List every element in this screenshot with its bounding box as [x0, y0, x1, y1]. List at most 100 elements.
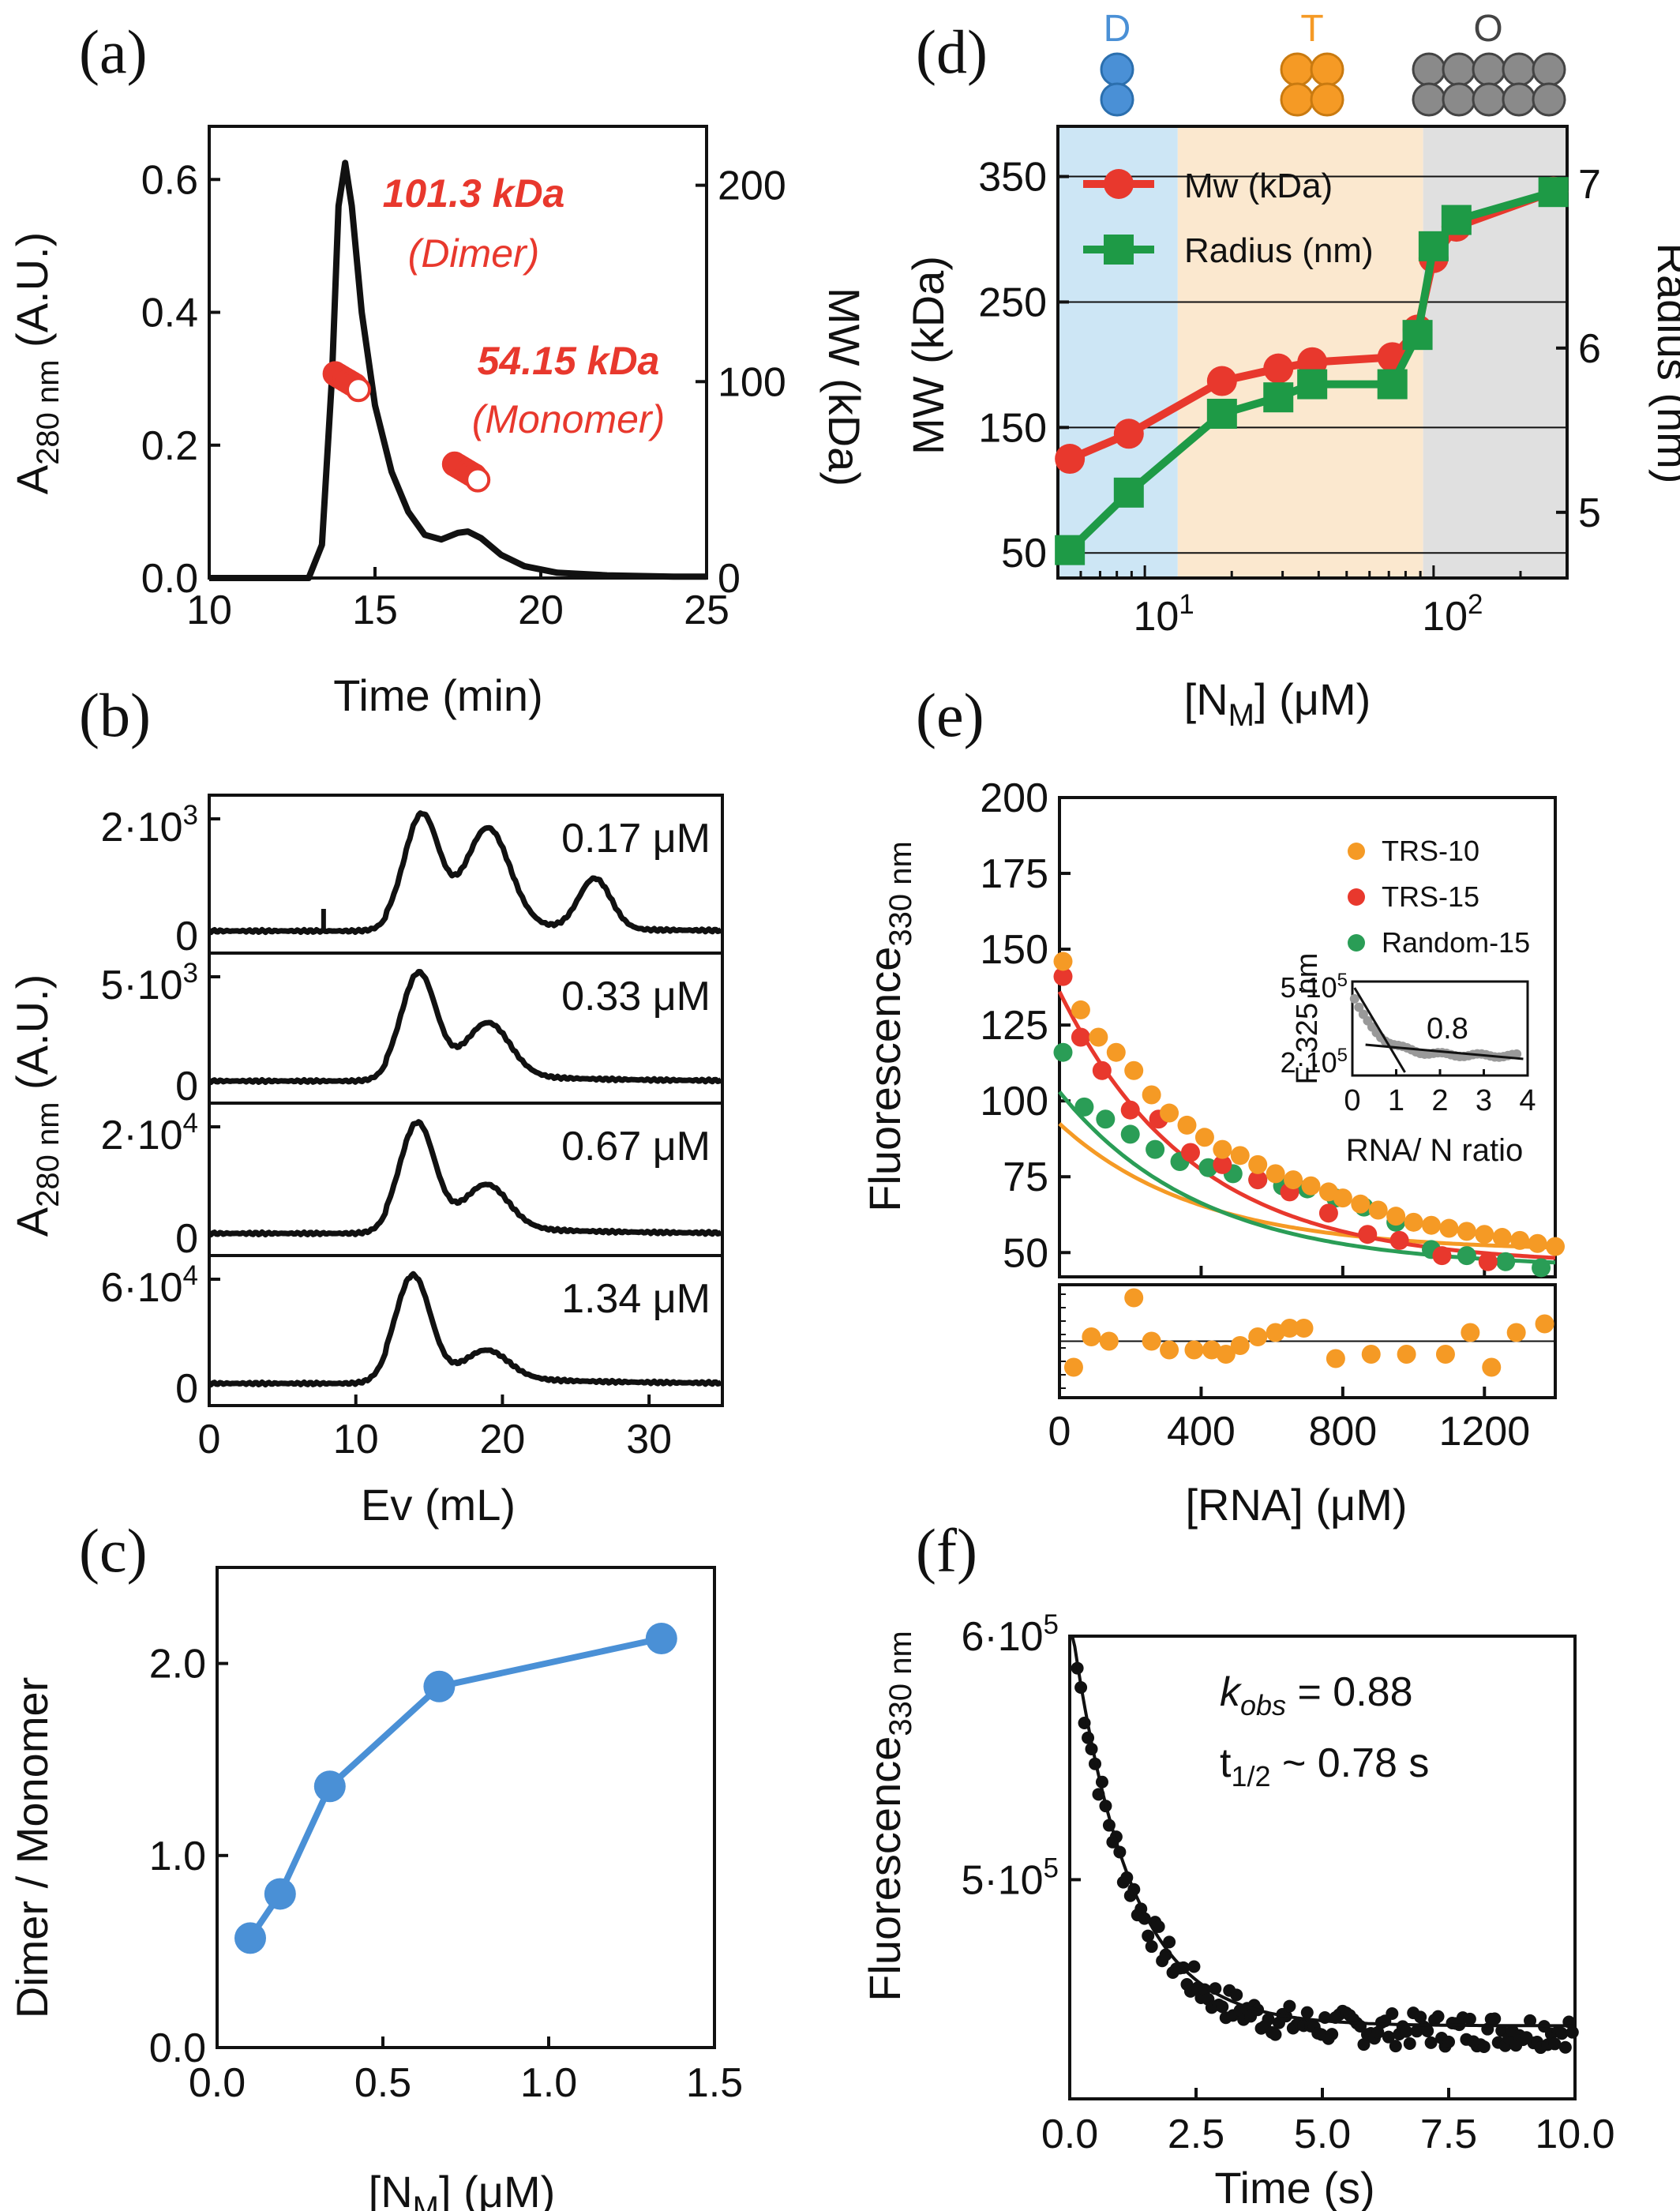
- panel-label-f: (f): [916, 1516, 977, 1585]
- d-mw-point: [1055, 444, 1086, 475]
- f-ytick-label-exp: 5: [1044, 1609, 1059, 1640]
- e-inset-ytick-top: 5·105: [1281, 970, 1348, 1004]
- d-icon-oligomer-sphere: [1472, 52, 1506, 87]
- f-ytick-label: 5·105: [961, 1853, 1059, 1903]
- e-legend-trs10: TRS-10: [1382, 835, 1479, 867]
- e-point: [1177, 1115, 1197, 1135]
- e-resid-point: [1124, 1288, 1144, 1308]
- d-icon-oligomer-sphere: [1442, 52, 1476, 87]
- c-point: [264, 1878, 296, 1910]
- e-inset-point: [1354, 1002, 1364, 1012]
- e-point: [1096, 1109, 1116, 1129]
- e-ytick-label: 125: [980, 1003, 1048, 1049]
- e-point: [1284, 1170, 1303, 1190]
- f-point: [1421, 2024, 1434, 2037]
- e-resid-point: [1142, 1331, 1161, 1351]
- f-point: [1386, 2007, 1399, 2021]
- e-inset-xtick-label: 2: [1431, 1084, 1448, 1117]
- c-xtick-label: 0.0: [189, 2060, 246, 2106]
- e-point: [1475, 1225, 1494, 1244]
- b-ytick-zero: 0: [175, 1064, 198, 1109]
- d-y2tick-label: 6: [1578, 326, 1601, 372]
- e-frame: [1058, 796, 1557, 1278]
- b-conc-label: 0.17 μM: [561, 816, 711, 862]
- d-xlabel: [NM] (μM): [1184, 674, 1371, 733]
- d-icon-oligomer-sphere: [1442, 82, 1476, 117]
- f-point: [1187, 1960, 1201, 1973]
- e-inset-ytick-bottom: 2·105: [1281, 1045, 1348, 1079]
- e-legend-random15: Random-15: [1382, 926, 1530, 959]
- a-xtick-label: 10: [186, 587, 232, 633]
- d-y2tick-label: 5: [1578, 490, 1601, 536]
- e-xtick-label: 400: [1167, 1409, 1236, 1455]
- e-point: [1089, 1027, 1108, 1047]
- e-point: [1318, 1182, 1338, 1202]
- f-point: [1198, 1983, 1211, 1996]
- e-point: [1358, 1225, 1378, 1244]
- b-xtick-label: 0: [198, 1417, 221, 1462]
- a-ann-dimer-mass: 101.3 kDa: [383, 171, 565, 216]
- d-radius-point: [1418, 231, 1449, 261]
- d-ytick-label: 50: [1001, 531, 1047, 576]
- e-inset-xlabel: RNA/ N ratio: [1346, 1133, 1524, 1168]
- panel-label-b: (b): [79, 681, 151, 749]
- e-inset-xtick-label: 3: [1476, 1084, 1492, 1117]
- e-point: [1496, 1252, 1516, 1271]
- e-point: [1266, 1164, 1285, 1184]
- b-ytick-top-base: 6·10: [100, 1265, 182, 1311]
- d-icon-dimer-sphere: [1100, 82, 1134, 117]
- e-inset-fit-steep: [1353, 987, 1406, 1073]
- d-state-d: D: [1104, 8, 1131, 50]
- e-point: [1422, 1215, 1441, 1235]
- e-point: [1120, 1100, 1140, 1120]
- d-y2label: Radius (nm): [1648, 243, 1680, 484]
- e-resid-point: [1461, 1323, 1480, 1342]
- e-inset-fit-flat: [1365, 1043, 1524, 1060]
- f-point: [1163, 1935, 1176, 1949]
- f-point: [1558, 2040, 1572, 2054]
- e-xtick-label: 800: [1308, 1409, 1377, 1455]
- b-ytick-top-base: 5·10: [100, 963, 182, 1008]
- e-point: [1457, 1246, 1476, 1266]
- e-inset-ylabel: F. 325 nm: [1291, 953, 1324, 1085]
- d-icon-tetramer-sphere: [1310, 82, 1344, 117]
- f-point: [1477, 2040, 1491, 2053]
- f-point: [1400, 2025, 1413, 2038]
- f-ytick-label-exp: 5: [1044, 1853, 1059, 1883]
- b-ytick-top: 2·104: [100, 1108, 198, 1158]
- d-y2tick-label: 7: [1578, 162, 1601, 208]
- e-point: [1071, 1027, 1090, 1047]
- d-ytick-label: 150: [978, 405, 1047, 451]
- e-point: [1053, 967, 1073, 986]
- d-icon-oligomer-sphere: [1532, 82, 1566, 117]
- e-resid-point: [1506, 1323, 1526, 1342]
- d-xtick-label-10-exp: 1: [1179, 589, 1194, 620]
- b-ytick-top-exp: 4: [183, 1260, 198, 1291]
- d-state-t: T: [1300, 8, 1323, 50]
- d-icon-tetramer-sphere: [1310, 52, 1344, 87]
- e-ytick-label: 75: [1003, 1154, 1048, 1200]
- a-ann-mono-mass: 54.15 kDa: [478, 339, 660, 383]
- d-ytick-label: 250: [978, 280, 1047, 325]
- e-resid-point: [1099, 1331, 1119, 1351]
- f-ann-kobs: kobs = 0.88: [1220, 1669, 1413, 1721]
- e-point: [1439, 1218, 1459, 1238]
- e-resid-point: [1535, 1314, 1554, 1334]
- f-point: [1382, 2030, 1395, 2044]
- e-point: [1432, 1246, 1452, 1266]
- d-xtick-label-100-exp: 2: [1468, 589, 1483, 620]
- c-line: [247, 1635, 662, 1940]
- c-xtick-label: 0.5: [354, 2060, 411, 2106]
- d-mw-point: [1263, 353, 1294, 384]
- c-point: [313, 1770, 346, 1803]
- f-point: [1463, 2012, 1476, 2025]
- panel-label-c: (c): [79, 1516, 148, 1585]
- e-point: [1546, 1237, 1565, 1256]
- d-icon-oligomer-sphere: [1472, 82, 1506, 117]
- a-xtick-label: 15: [352, 587, 398, 633]
- f-point: [1145, 1940, 1158, 1954]
- d-xtick-label-100: 102: [1422, 589, 1483, 640]
- f-point: [1431, 2010, 1445, 2023]
- e-resid-point: [1294, 1319, 1314, 1338]
- a-mw-point: [346, 377, 371, 403]
